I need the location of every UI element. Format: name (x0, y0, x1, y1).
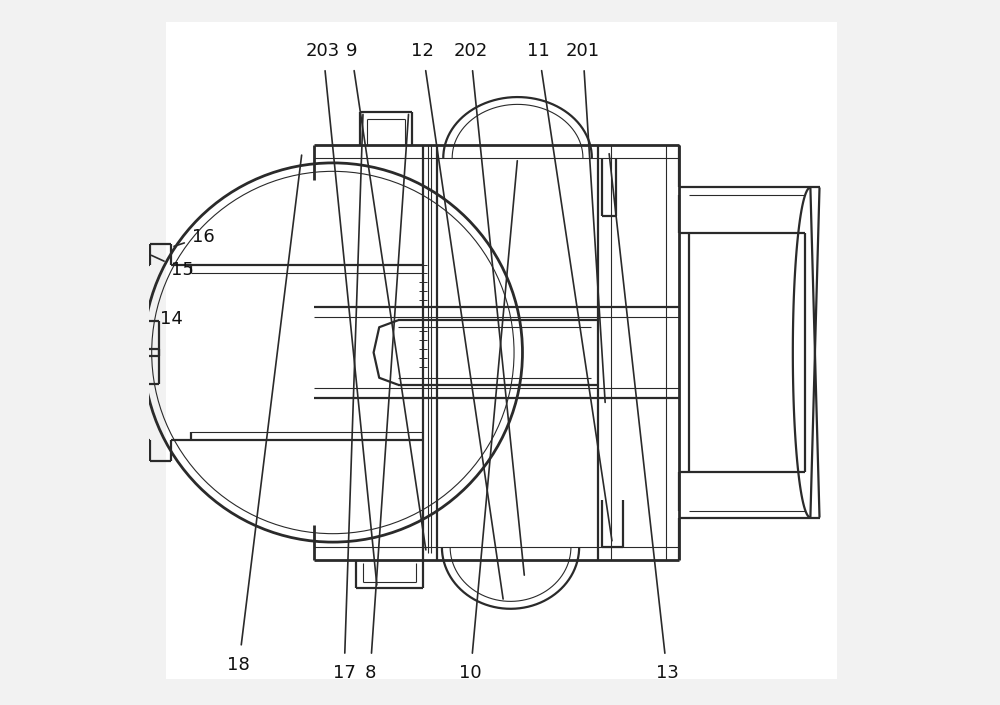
Text: 13: 13 (656, 664, 679, 682)
Text: 18: 18 (227, 656, 250, 674)
Text: 14: 14 (160, 309, 183, 328)
Text: 202: 202 (453, 42, 488, 59)
Text: 8: 8 (364, 664, 376, 682)
Text: 10: 10 (459, 664, 482, 682)
Text: 201: 201 (566, 42, 600, 59)
Text: 203: 203 (306, 42, 340, 59)
Text: 9: 9 (345, 42, 357, 59)
Text: 17: 17 (333, 664, 356, 682)
Text: 15: 15 (171, 261, 194, 278)
Text: 11: 11 (527, 42, 550, 59)
Text: 16: 16 (192, 228, 215, 245)
Text: 12: 12 (411, 42, 434, 59)
